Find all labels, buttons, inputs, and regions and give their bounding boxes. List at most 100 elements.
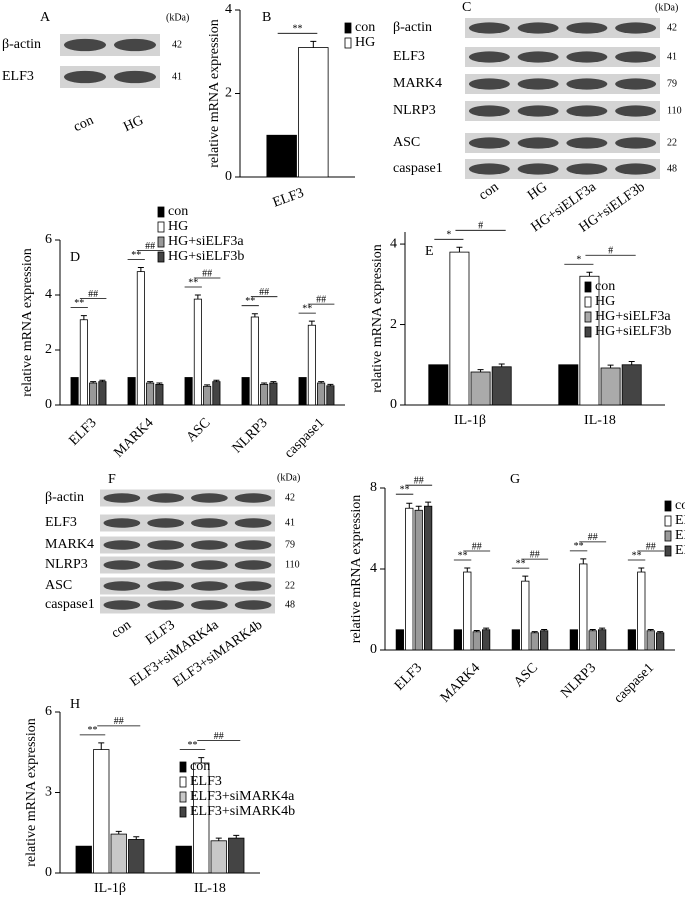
error-bar	[464, 567, 471, 573]
kda-value: 79	[667, 78, 677, 89]
error-bar	[498, 363, 505, 367]
blot-band	[566, 51, 608, 63]
bar	[472, 631, 481, 651]
y-tick-label: 6	[45, 232, 52, 247]
legend-label: con	[675, 498, 685, 513]
y-tick-label: 8	[370, 480, 377, 495]
error-bar	[233, 834, 240, 839]
legend-label: con	[355, 20, 375, 35]
bar	[184, 377, 193, 406]
legend-label: HG+siELF3a	[595, 309, 671, 324]
bar	[405, 507, 414, 651]
panel-letter: B	[262, 10, 271, 25]
significance-mark: **	[632, 550, 642, 561]
row-label: ELF3	[2, 69, 34, 84]
y-axis-label: relative mRNA expression	[349, 495, 364, 644]
panel-letter: D	[70, 250, 80, 265]
error-bar	[261, 382, 268, 385]
bar	[463, 571, 472, 651]
blot-band	[103, 581, 141, 591]
error-bar	[607, 364, 614, 368]
error-bar	[638, 567, 645, 573]
blot-strip	[465, 18, 660, 38]
x-tick-label: ELF3	[66, 415, 99, 448]
bar	[579, 563, 588, 651]
significance-mark: ##	[114, 716, 124, 727]
row-label: ASC	[45, 578, 72, 593]
bar	[317, 382, 326, 406]
bar	[511, 629, 520, 651]
x-tick-label: caspase1	[282, 415, 328, 461]
bar	[70, 377, 79, 406]
error-bar	[251, 313, 258, 317]
legend-swatch	[664, 515, 672, 527]
significance-mark: **	[188, 740, 198, 751]
legend-label: con	[168, 204, 188, 219]
error-bar	[137, 267, 144, 272]
blot-band	[234, 581, 272, 591]
kda-value: 22	[667, 137, 677, 148]
blot-band	[103, 600, 141, 610]
error-bar	[415, 505, 422, 511]
row-label: NLRP3	[45, 557, 88, 572]
x-tick-label: ASC	[184, 415, 214, 445]
blot-band	[517, 51, 559, 63]
bar	[212, 381, 221, 406]
bar	[598, 629, 607, 651]
row-label: β-actin	[2, 37, 41, 52]
row-label: NLRP3	[393, 103, 436, 118]
blot-band	[517, 163, 559, 175]
legend-swatch	[157, 251, 165, 263]
kda-value: 110	[667, 105, 682, 116]
bar	[250, 316, 259, 406]
bar	[395, 629, 404, 651]
kda-value: 41	[285, 517, 295, 528]
blot-band	[147, 560, 184, 570]
bar	[298, 47, 329, 178]
error-bar	[204, 384, 211, 387]
blot-strip	[465, 133, 660, 153]
kda-unit: (kDa)	[166, 12, 189, 23]
blot-band	[517, 22, 559, 34]
bar	[269, 382, 278, 406]
y-tick-label: 4	[370, 561, 377, 576]
blot-band	[615, 78, 657, 90]
significance-mark: ##	[316, 294, 326, 305]
error-bar	[628, 361, 635, 365]
blot-band	[191, 493, 228, 503]
legend-swatch	[664, 545, 672, 557]
blot-band	[566, 22, 608, 34]
bar	[424, 505, 433, 651]
row-label: caspase1	[45, 597, 95, 612]
bar	[260, 383, 269, 406]
bar	[98, 381, 107, 406]
bar	[600, 367, 621, 406]
legend-swatch	[584, 281, 592, 293]
panel-letter: G	[510, 472, 520, 487]
blot-band	[64, 38, 106, 52]
bar	[588, 630, 597, 651]
legend-swatch	[157, 236, 165, 248]
bar	[89, 382, 98, 406]
bar	[540, 630, 549, 651]
error-bar	[270, 381, 277, 383]
bar	[110, 833, 127, 874]
blot-band	[191, 581, 228, 591]
bar	[307, 324, 316, 406]
legend-label: HG	[168, 219, 188, 234]
y-tick-label: 4	[45, 287, 52, 302]
legend-label: ELF3	[190, 774, 222, 789]
blot-band	[517, 105, 559, 117]
legend-label: HG+siELF3a	[168, 234, 244, 249]
error-bar	[213, 379, 220, 382]
legend-swatch	[157, 206, 165, 218]
blot-band	[468, 22, 510, 34]
bar	[193, 298, 202, 406]
legend-swatch	[157, 221, 165, 233]
row-label: β-actin	[393, 20, 432, 35]
blot-band	[566, 163, 608, 175]
row-label: ASC	[393, 135, 420, 150]
legend-swatch	[584, 311, 592, 323]
blot-band	[114, 70, 156, 84]
blot-strip	[465, 101, 660, 121]
